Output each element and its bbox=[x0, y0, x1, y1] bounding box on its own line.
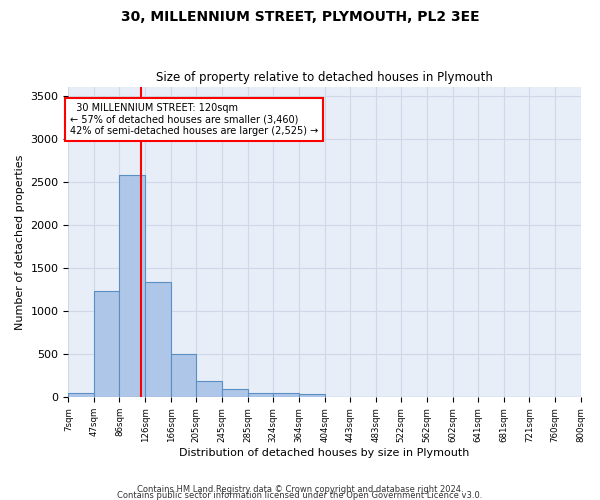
Bar bbox=[273, 393, 299, 398]
Bar bbox=[222, 388, 248, 398]
Bar bbox=[196, 381, 222, 398]
Text: Contains public sector information licensed under the Open Government Licence v3: Contains public sector information licen… bbox=[118, 490, 482, 500]
Bar bbox=[119, 175, 145, 398]
Y-axis label: Number of detached properties: Number of detached properties bbox=[15, 154, 25, 330]
Bar bbox=[171, 354, 196, 398]
Text: 30, MILLENNIUM STREET, PLYMOUTH, PL2 3EE: 30, MILLENNIUM STREET, PLYMOUTH, PL2 3EE bbox=[121, 10, 479, 24]
Title: Size of property relative to detached houses in Plymouth: Size of property relative to detached ho… bbox=[156, 72, 493, 85]
Bar bbox=[94, 292, 119, 398]
Bar bbox=[248, 393, 273, 398]
Bar bbox=[145, 282, 171, 398]
X-axis label: Distribution of detached houses by size in Plymouth: Distribution of detached houses by size … bbox=[179, 448, 470, 458]
Text: Contains HM Land Registry data © Crown copyright and database right 2024.: Contains HM Land Registry data © Crown c… bbox=[137, 484, 463, 494]
Text: 30 MILLENNIUM STREET: 120sqm
← 57% of detached houses are smaller (3,460)
42% of: 30 MILLENNIUM STREET: 120sqm ← 57% of de… bbox=[70, 103, 319, 136]
Bar bbox=[299, 394, 325, 398]
Bar bbox=[68, 393, 94, 398]
